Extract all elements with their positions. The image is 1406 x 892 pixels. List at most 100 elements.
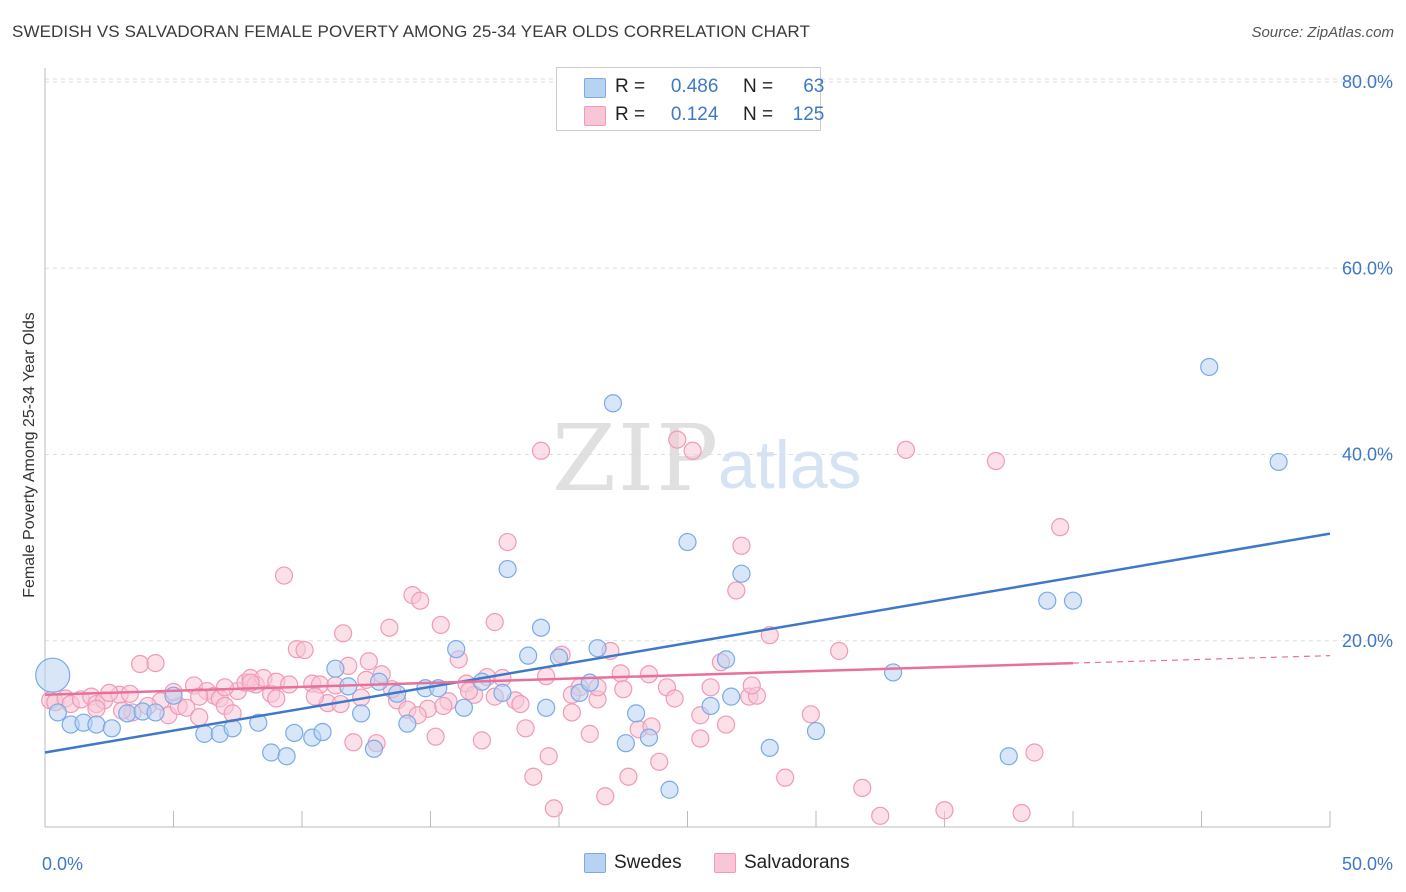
salvadorans-trend-extension <box>1072 655 1331 664</box>
swedes-point <box>716 650 736 669</box>
salvadorans-swatch <box>584 106 606 126</box>
swedes-point <box>493 683 512 703</box>
salvadorans-point <box>611 664 630 683</box>
r-label: R = <box>615 76 646 97</box>
salvadorans-point <box>986 451 1006 471</box>
n-label: N = <box>742 76 774 97</box>
r-label: R = <box>615 104 646 125</box>
salvadorans-point <box>274 566 294 585</box>
legend-label-salvadorans: Salvadorans <box>744 852 850 873</box>
salvadorans-point <box>498 532 517 552</box>
salvadorans-point <box>87 699 106 718</box>
swedes-point <box>678 532 697 552</box>
source-label: Source: ZipAtlas.com <box>1251 24 1394 41</box>
salvadorans-point <box>295 640 314 660</box>
n-value: 125 <box>792 104 825 125</box>
swedes-point <box>146 703 165 722</box>
salvadorans-point <box>177 698 196 717</box>
swedes-point <box>326 659 345 678</box>
swedes-point <box>1063 591 1083 610</box>
salvadorans-point <box>524 767 543 786</box>
swedes-point <box>588 639 607 658</box>
salvadorans-point <box>280 675 299 694</box>
salvadorans-point <box>701 678 720 697</box>
swedes-point <box>883 663 903 682</box>
salvadorans-point <box>935 801 954 820</box>
salvadorans-point <box>472 731 491 750</box>
salvadorans-point <box>732 536 751 555</box>
swedes-point <box>498 559 517 579</box>
salvadorans-point <box>380 618 399 637</box>
salvadorans-point <box>562 703 581 722</box>
watermark-atlas: atlas <box>718 427 862 503</box>
swedes-point <box>519 646 538 665</box>
r-value: 0.486 <box>670 76 719 97</box>
legend-stats-salvadorans: R = 0.124 N = 125 <box>615 104 824 126</box>
swedes-point <box>732 564 751 583</box>
swedes-point <box>626 704 646 723</box>
salvadorans-point <box>742 676 761 695</box>
swedes-point <box>1269 452 1288 472</box>
salvadorans-point <box>485 613 504 632</box>
salvadorans-point <box>801 705 820 724</box>
salvadorans-point <box>215 678 234 697</box>
salvadorans-point <box>537 667 556 686</box>
salvadorans-point <box>334 624 353 643</box>
y-tick-label: 20.0% <box>1342 631 1393 651</box>
y-tick-label: 80.0% <box>1342 72 1393 92</box>
swedes-point <box>760 738 779 757</box>
salvadorans-point <box>1051 518 1070 537</box>
salvadorans-point <box>305 687 324 706</box>
swedes-point <box>999 747 1018 766</box>
swedes-point <box>806 721 826 741</box>
swedes-point <box>87 715 106 734</box>
salvadorans-point <box>580 724 599 743</box>
salvadorans-point <box>344 733 363 752</box>
salvadorans-trend-line <box>44 661 1074 697</box>
n-value: 63 <box>803 76 825 97</box>
swedes-point <box>639 728 659 747</box>
swedes-point <box>35 657 71 693</box>
salvadorans-point <box>1025 743 1044 762</box>
salvadorans-point <box>691 729 710 748</box>
salvadorans-point <box>871 806 890 825</box>
salvadorans-point <box>668 430 687 449</box>
swedes-point <box>447 640 466 659</box>
swedes-point <box>262 743 281 762</box>
salvadorans-point <box>665 689 684 708</box>
salvadorans-point <box>650 752 669 771</box>
tick-labels: 20.0% 40.0% 60.0% 80.0% 0.0% 50.0% <box>42 72 1393 874</box>
swedes-point <box>603 394 623 413</box>
swedes-point <box>352 704 371 723</box>
salvadorans-point <box>639 665 659 684</box>
swedes-point <box>531 618 551 637</box>
salvadorans-point <box>1012 803 1031 823</box>
salvadorans-point <box>776 768 795 787</box>
salvadorans-point <box>531 441 551 460</box>
salvadorans-point <box>830 641 849 661</box>
swedes-point <box>313 722 332 742</box>
salvadorans-point <box>614 680 633 699</box>
swedes-trend-line <box>44 532 1331 754</box>
salvadorans-point <box>411 591 430 610</box>
swedes-point <box>370 672 389 691</box>
salvadorans-point <box>539 747 558 766</box>
swedes-point <box>1038 591 1057 610</box>
legend-label-swedes: Swedes <box>614 852 682 873</box>
n-label: N = <box>742 104 774 125</box>
swedes-point <box>660 780 679 799</box>
salvadorans-point <box>241 673 260 692</box>
swedes-point <box>1200 357 1219 377</box>
swedes-point <box>364 739 384 758</box>
salvadorans-point <box>359 652 378 671</box>
salvadorans-point <box>516 719 535 738</box>
r-value: 0.124 <box>670 104 719 125</box>
x-tick-label: 0.0% <box>42 854 83 874</box>
y-tick-label: 60.0% <box>1342 258 1393 278</box>
swedes-point <box>277 747 296 766</box>
salvadorans-point <box>544 799 563 818</box>
legend-stats-swedes: R = 0.486 N = 63 <box>615 76 824 98</box>
salvadorans-point <box>511 694 530 714</box>
swedes-point <box>48 703 67 722</box>
swedes-point <box>537 698 556 717</box>
